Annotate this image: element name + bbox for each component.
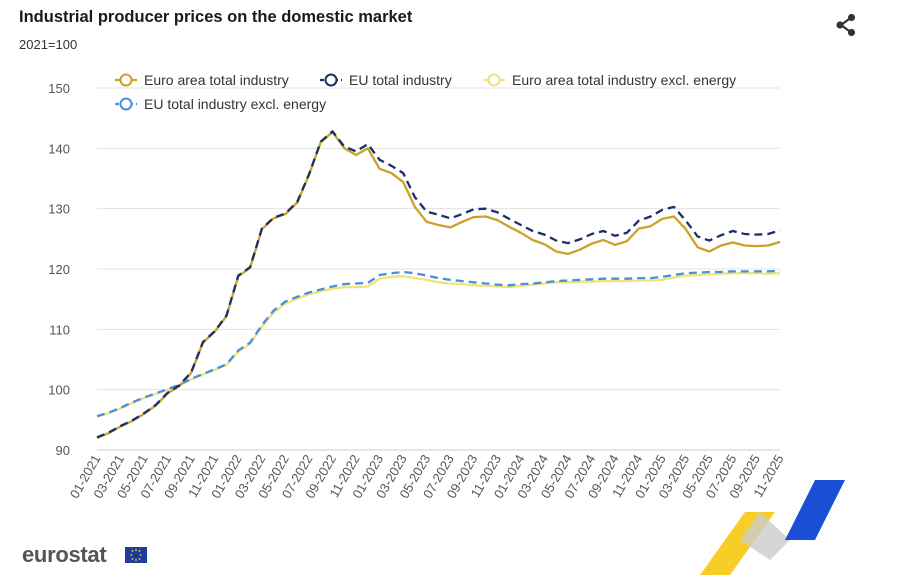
legend: Euro area total industry EU total industr… (115, 72, 736, 112)
legend-item-2[interactable]: Euro area total industry excl. energy (483, 72, 736, 88)
decorative-stripes (700, 480, 845, 575)
blue-stripe (785, 480, 845, 540)
legend-marker (119, 73, 133, 87)
y-tick-label: 90 (56, 443, 70, 458)
legend-label: Euro area total industry excl. energy (512, 72, 736, 88)
y-tick-label: 140 (48, 141, 70, 156)
x-axis-ticks: 01-202103-202105-202107-202109-202111-20… (67, 452, 787, 501)
legend-label: EU total industry excl. energy (144, 96, 326, 112)
legend-item-1[interactable]: EU total industry (320, 72, 452, 88)
legend-item-3[interactable]: EU total industry excl. energy (115, 96, 326, 112)
series-line-2 (96, 272, 781, 418)
y-tick-label: 110 (49, 322, 70, 337)
legend-item-0[interactable]: Euro area total industry (115, 72, 289, 88)
chart-subtitle: 2021=100 (19, 37, 78, 52)
eurostat-logo: eurostat (22, 542, 107, 567)
legend-label: EU total industry (349, 72, 452, 88)
y-tick-label: 120 (48, 262, 70, 277)
share-icon[interactable] (833, 12, 859, 38)
series-line-0 (96, 130, 781, 439)
y-axis-ticks: 90 100 110 120 130 140 150 (48, 81, 70, 458)
gridlines (97, 87, 780, 451)
legend-marker (487, 73, 501, 87)
chart-title: Industrial producer prices on the domest… (19, 8, 413, 26)
grey-stripe (740, 512, 790, 560)
legend-label: Euro area total industry (144, 72, 289, 88)
y-tick-label: 150 (48, 81, 70, 96)
series-line-1 (96, 130, 781, 439)
series-lines (96, 130, 781, 439)
legend-marker (324, 73, 338, 87)
y-tick-label: 100 (48, 383, 70, 398)
legend-marker (119, 97, 133, 111)
series-line-3 (96, 269, 781, 418)
y-tick-label: 130 (48, 202, 70, 217)
eu-flag-icon (125, 547, 147, 563)
